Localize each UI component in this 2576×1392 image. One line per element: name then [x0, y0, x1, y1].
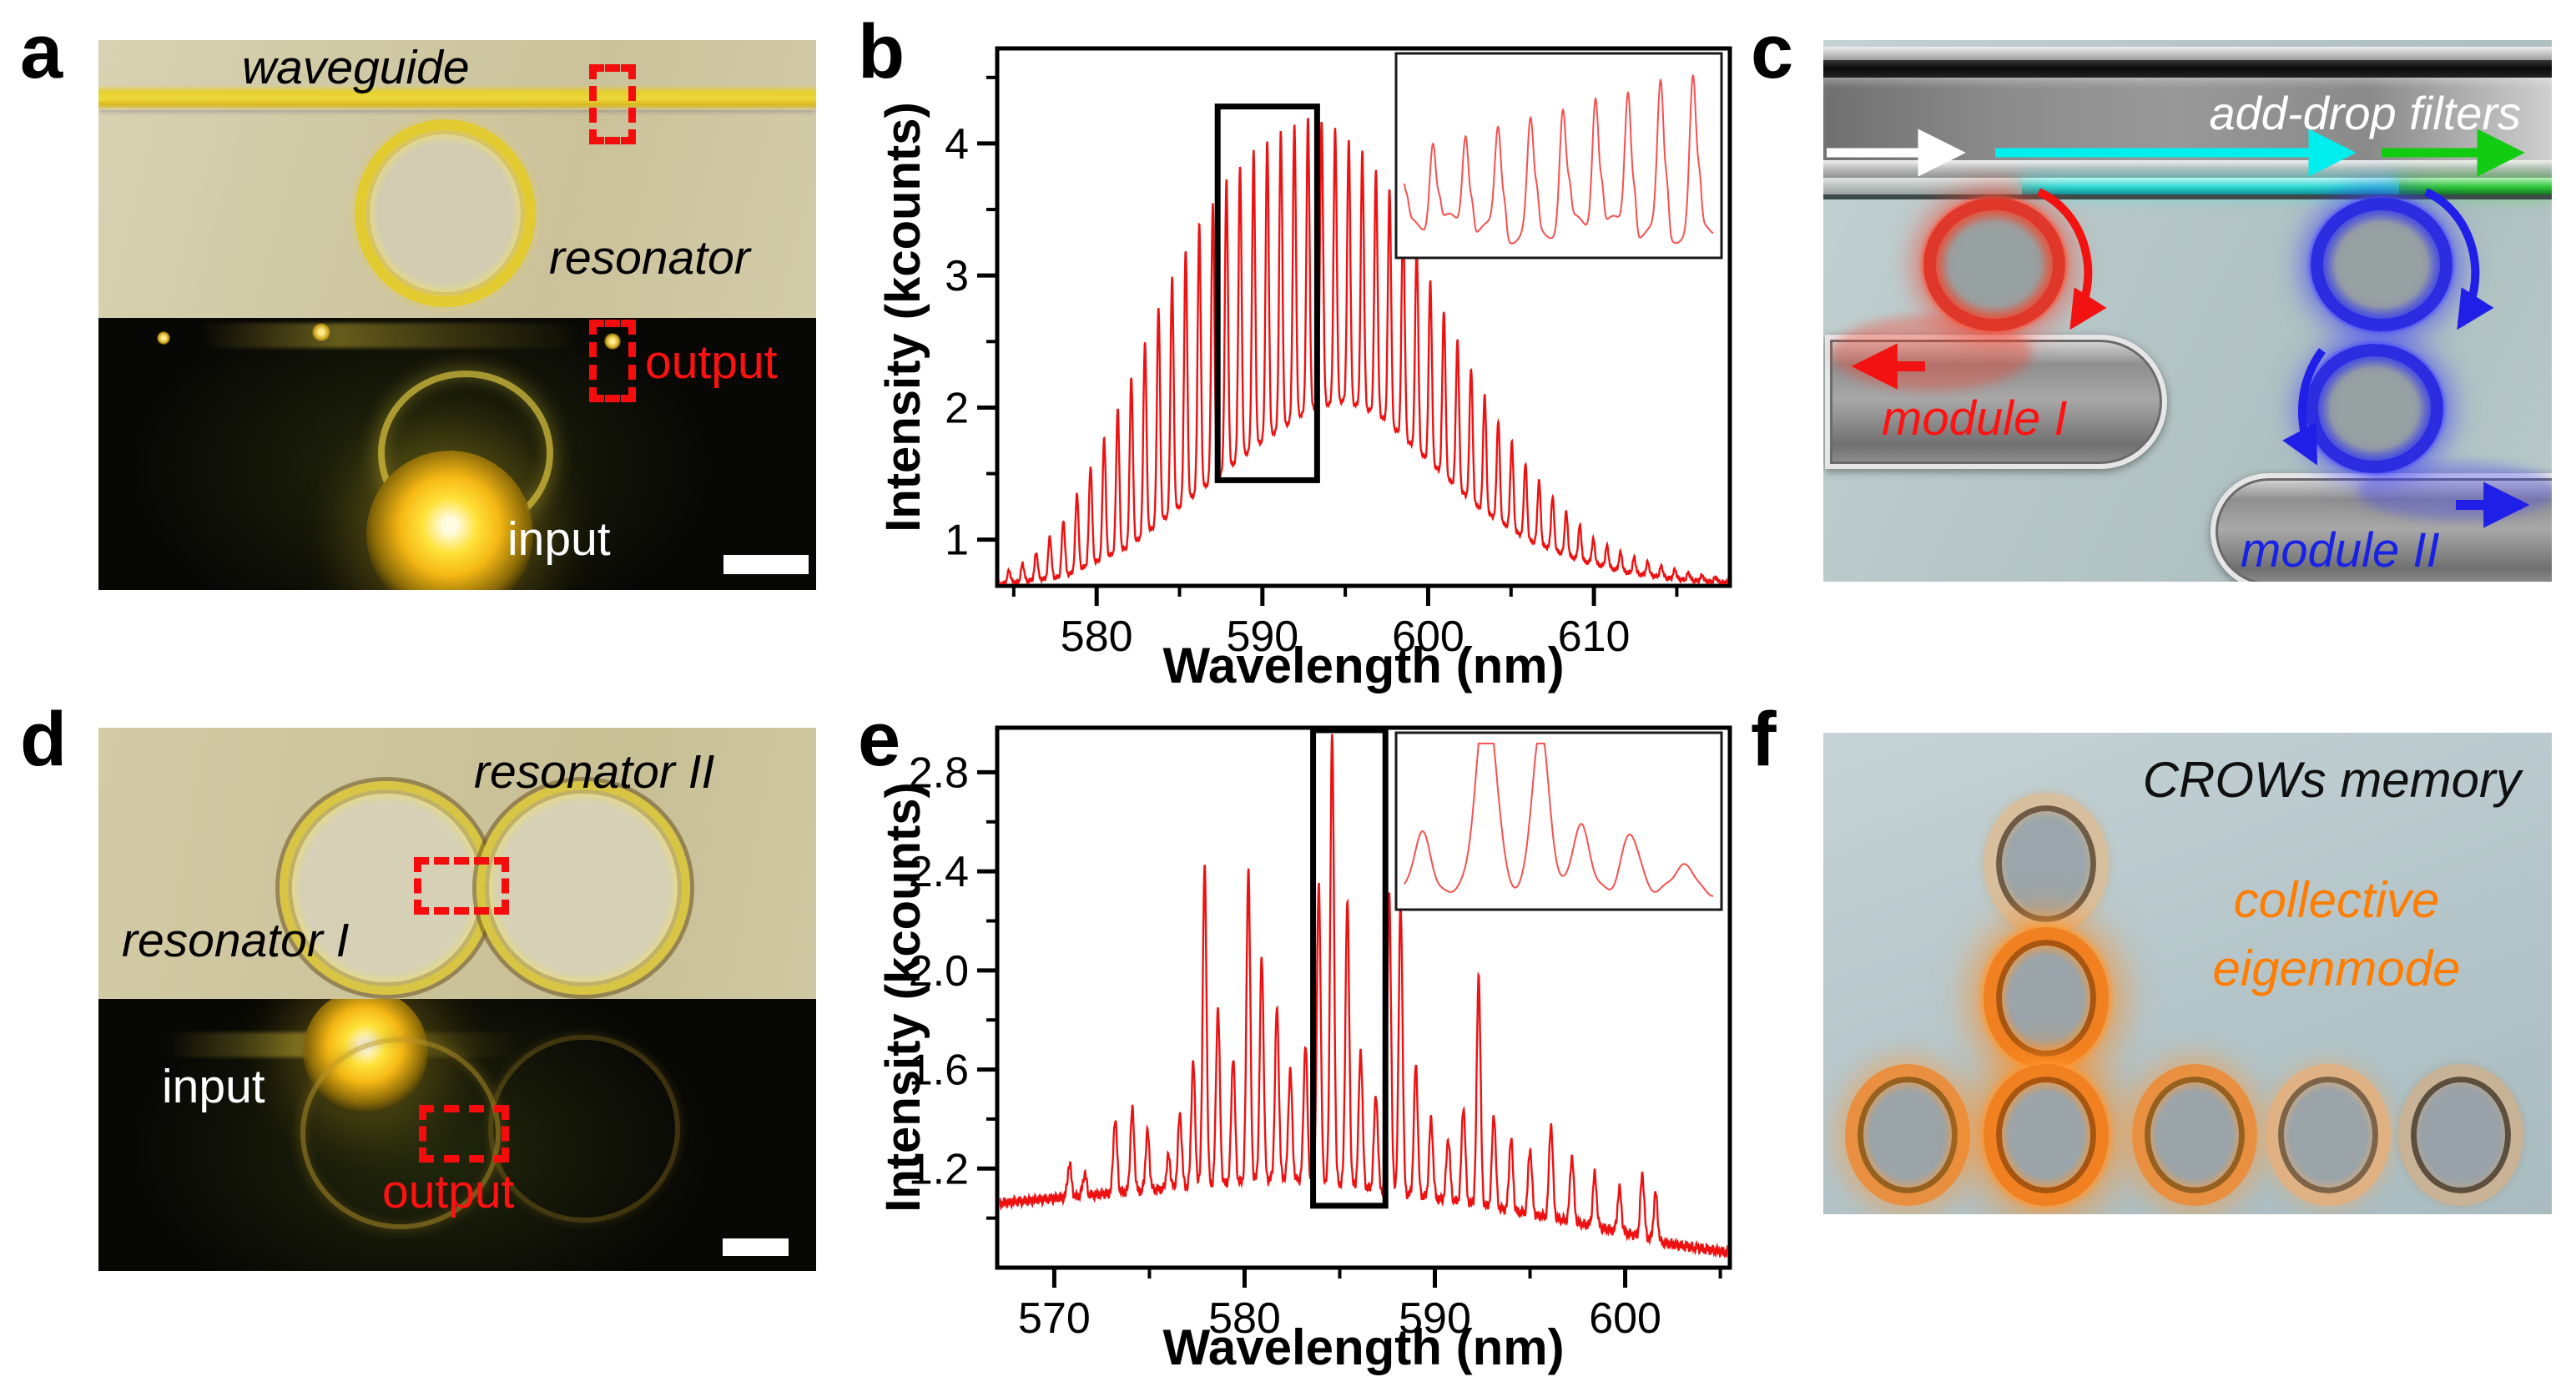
svg-text:580: 580: [1061, 613, 1133, 661]
axis-ticks: [977, 75, 1679, 606]
crow-ring-middle: [1984, 927, 2109, 1069]
svg-text:2.4: 2.4: [909, 848, 969, 896]
module2-ring-resonator-1: [2311, 198, 2452, 331]
panel-letter-a: a: [20, 9, 63, 94]
panel-c-arrow-overlay: [1827, 129, 2530, 528]
zoom-highlight-box: [1214, 103, 1320, 483]
bus-segment-cyan-light: [2022, 178, 2399, 194]
resonator-i-label: resonator I: [122, 914, 350, 967]
spectrum-trace: [999, 734, 1728, 1259]
crow-ring-row2: [1984, 1064, 2109, 1206]
svg-text:1: 1: [945, 517, 969, 565]
inset-trace: [1404, 742, 1713, 897]
crow-ring-row1: [1845, 1064, 1970, 1206]
svg-text:600: 600: [1589, 1294, 1661, 1343]
svg-text:570: 570: [1018, 1294, 1091, 1343]
y-axis-label: Intensity (kcounts): [876, 102, 930, 532]
crow-ring-row3: [2132, 1064, 2257, 1206]
y-axis-label: Intensity (kcounts): [876, 782, 930, 1213]
coupling-region-marker: [414, 857, 509, 915]
eigenmode-label: eigenmode: [2212, 941, 2461, 996]
panel-letter-b: b: [858, 9, 905, 94]
module1-circulation-arrow: [2036, 188, 2107, 330]
resonator-2-glow: [488, 1035, 680, 1223]
zoom-highlight-box: [1310, 727, 1389, 1209]
svg-text:590: 590: [1226, 613, 1298, 661]
output-label: output: [382, 1165, 515, 1218]
bus-waveguide-dark-stripe: [1823, 60, 2552, 78]
spectrum-chart-b: 580 590 600 610 1 2 3 4 Wavelength (nm) Intensity…: [876, 46, 1732, 693]
inset-trace: [1404, 73, 1714, 245]
svg-text:1.2: 1.2: [909, 1145, 969, 1193]
crows-memory-label: CROWs memory: [2142, 752, 2521, 808]
svg-text:2.0: 2.0: [909, 947, 969, 996]
x-axis-label: Wavelength (nm): [1162, 638, 1564, 693]
svg-text:610: 610: [1558, 613, 1631, 661]
bus-waveguide-stripe: [1823, 160, 2552, 179]
svg-text:3: 3: [945, 252, 969, 300]
input-label: input: [507, 512, 611, 566]
x-axis-label: Wavelength (nm): [1162, 1319, 1564, 1375]
output-region-marker: [589, 320, 636, 402]
tick-labels: 580 590 600 610 1 2 3 4: [945, 120, 1630, 661]
module2-label: module II: [2241, 523, 2440, 577]
svg-text:600: 600: [1392, 613, 1464, 661]
resonator-label: resonator: [549, 231, 750, 285]
output-region-marker: [589, 64, 636, 144]
panel-letter-d: d: [20, 697, 68, 782]
panel-d-brightfield-micrograph: resonator II resonator I: [98, 728, 816, 999]
module1-label: module I: [1882, 391, 2068, 446]
panel-letter-e: e: [858, 697, 901, 782]
pump-input-spot: [366, 451, 533, 590]
svg-text:590: 590: [1399, 1294, 1471, 1343]
spectrum-trace: [999, 118, 1728, 584]
bus-segment-input: [1823, 178, 2022, 194]
scatter-glint: [312, 323, 330, 341]
resonator-ii-label: resonator II: [474, 745, 715, 799]
input-label: input: [162, 1060, 265, 1113]
add-drop-filters-label: add-drop filters: [2209, 87, 2521, 139]
chip-edge: [1823, 47, 2552, 60]
panel-f-crow-schematic: CROWs memory collective eigenmode: [1823, 733, 2552, 1214]
output-label: output: [645, 335, 778, 389]
crow-ring-top: [1984, 793, 2109, 935]
svg-text:1.6: 1.6: [909, 1047, 969, 1095]
scatter-glint: [604, 333, 621, 350]
waveguide-structure: [98, 85, 816, 110]
waveguide-glow-streak: [199, 323, 666, 348]
panel-a-brightfield-micrograph: waveguide resonator: [98, 40, 816, 318]
scale-bar: [723, 1238, 789, 1256]
svg-text:2.8: 2.8: [909, 749, 969, 797]
crow-ring-row4: [2266, 1064, 2391, 1206]
microring-resonator: [355, 119, 536, 307]
panel-a-fluorescence-micrograph: output input: [98, 318, 816, 590]
bus-lower-edge: [1823, 194, 2552, 199]
axis-ticks: [977, 769, 1722, 1288]
module2-circulation-arrow-top: [2423, 188, 2494, 330]
tick-labels: 570 580 590 600 1.2 1.6 2.0 2.4 2.8: [909, 749, 1661, 1343]
svg-text:580: 580: [1208, 1294, 1281, 1343]
crow-ring-row5: [2398, 1064, 2523, 1206]
svg-text:2: 2: [945, 384, 969, 432]
bus-segment-green-light: [2399, 178, 2552, 194]
output-region-marker: [419, 1105, 509, 1163]
resonator-2: [476, 781, 690, 995]
scale-bar: [723, 555, 809, 574]
panel-d-fluorescence-micrograph: input output: [98, 999, 816, 1271]
scatter-glint: [157, 331, 170, 345]
spectrum-chart-e: 570 580 590 600 1.2 1.6 2.0 2.4 2.8 Wavelength (n…: [876, 725, 1732, 1375]
collective-label: collective: [2233, 872, 2440, 928]
panel-letter-f: f: [1751, 697, 1777, 782]
panel-letter-c: c: [1751, 9, 1794, 94]
inset-plot: [1394, 52, 1723, 260]
panel-c-schematic: add-drop filters module I module II: [1823, 40, 2552, 582]
inset-plot: [1394, 731, 1723, 911]
module2-circulation-arrow-bottom: [2282, 347, 2326, 466]
svg-text:4: 4: [945, 120, 969, 169]
waveguide-label: waveguide: [242, 41, 470, 94]
